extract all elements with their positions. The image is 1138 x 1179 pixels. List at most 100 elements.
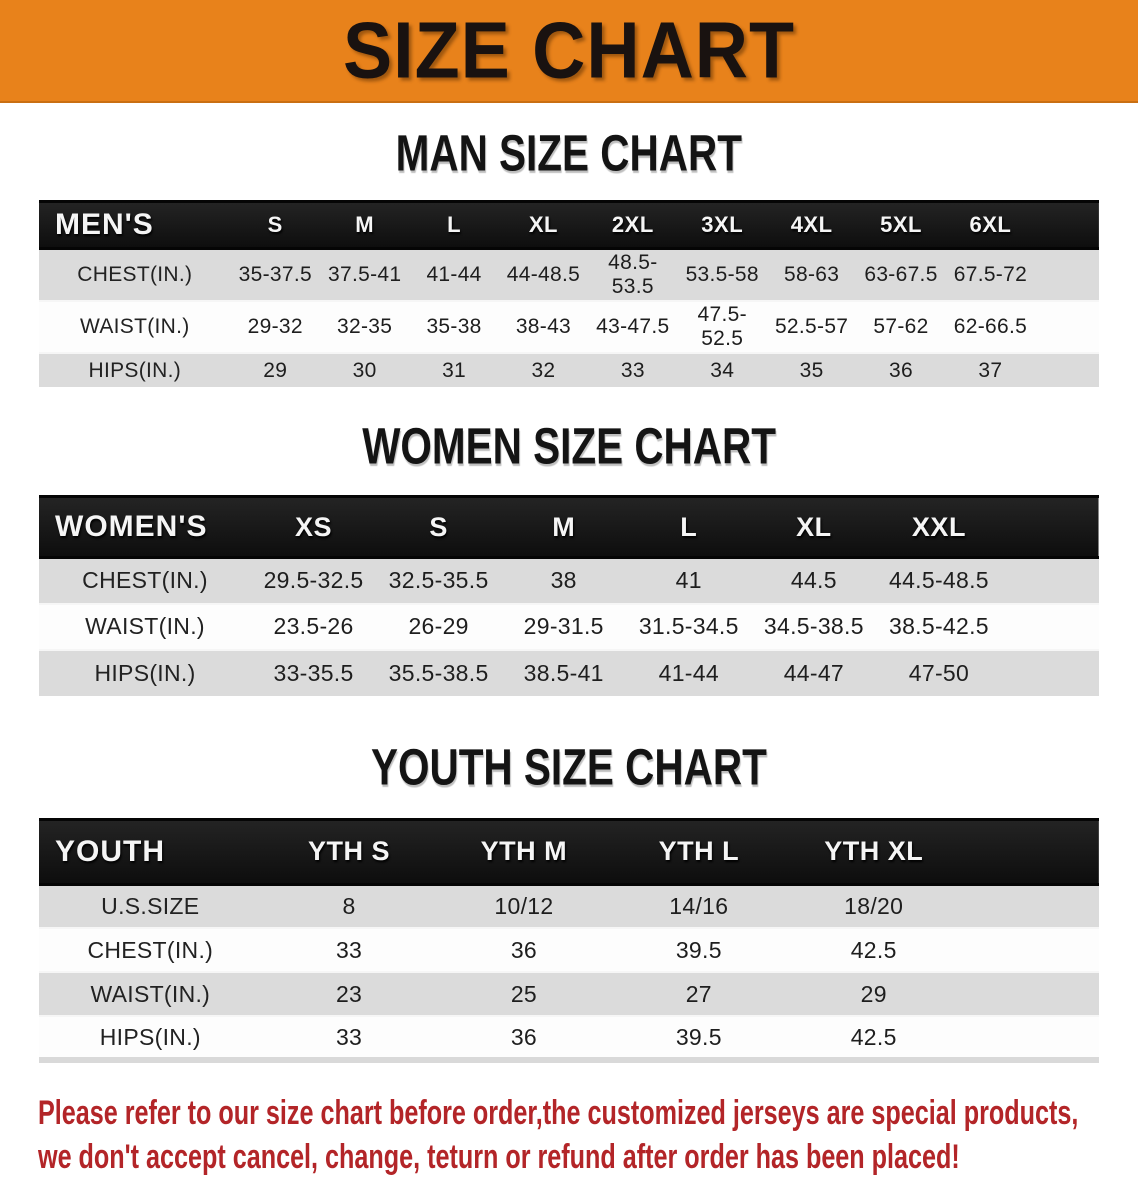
row-label: CHEST(IN.)	[82, 567, 208, 594]
cell-value: 38.5-42.5	[888, 613, 989, 639]
row-label: HIPS(IN.)	[88, 358, 182, 382]
size-table: MEN'S S M L XL 2XL 3XL 4XL 5XL 6XL CHEST(IN.) 35-3…	[39, 200, 1099, 387]
cell-value: 35-37.5	[238, 263, 312, 286]
section-heading: YOUTH SIZE CHART	[371, 737, 767, 796]
cell-value: 32	[531, 358, 556, 382]
cell-value: 29	[263, 358, 288, 382]
column-header: 3XL	[677, 200, 767, 250]
cell-value: 41	[675, 567, 702, 594]
cell-value: 30	[352, 358, 377, 382]
header-spacer	[1035, 200, 1099, 250]
cell-value: 58-63	[784, 263, 840, 286]
cell-value: 44.5	[790, 567, 837, 594]
column-header: S	[376, 495, 502, 559]
column-header: 2XL	[588, 200, 678, 250]
table-row: HIPS(IN.) 33 36 39.5 42.5	[39, 1016, 1099, 1060]
cell-value: 33	[620, 358, 645, 382]
row-label: WAIST(IN.)	[90, 980, 211, 1007]
table-header-row: MEN'S S M L XL 2XL 3XL 4XL 5XL 6XL	[39, 200, 1099, 250]
column-header: YTH XL	[786, 817, 962, 886]
cell-value: 33	[335, 1023, 363, 1050]
cell-value: 31	[442, 358, 467, 382]
table-row: CHEST(IN.) 35-37.5 37.5-41 41-44 44-48.5 48.5…	[39, 248, 1099, 301]
column-header: YTH S	[261, 817, 437, 886]
column-header: XL	[498, 200, 589, 250]
table-header-row: YOUTH YTH S YTH M YTH L YTH XL	[39, 817, 1099, 886]
cell-value: 29	[860, 980, 887, 1007]
table-row: WAIST(IN.) 29-32 32-35 35-38 38-43 43-47.5 47.…	[39, 301, 1099, 353]
column-header: L	[626, 495, 752, 559]
table-group-label: YOUTH	[39, 817, 262, 886]
cell-value: 62-66.5	[953, 315, 1028, 338]
cell-value: 23.5-26	[273, 613, 354, 639]
cell-value: 63-67.5	[864, 263, 938, 286]
cell-value: 48.5-53.5	[608, 251, 658, 298]
table-row: CHEST(IN.) 29.5-32.5 32.5-35.5 38 41 44.5 44.5…	[39, 557, 1099, 604]
disclaimer: Please refer to our size chart before or…	[0, 1091, 1138, 1179]
cell-value: 38	[550, 567, 577, 594]
size-chart-section: MAN SIZE CHART MEN'S S M L XL 2XL 3XL 4XL 5XL 6XL…	[0, 124, 1138, 387]
table-header-row: WOMEN'S XS S M L XL XXL	[39, 495, 1099, 559]
row-spacer	[1001, 558, 1099, 604]
cell-value: 42.5	[850, 936, 897, 963]
cell-value: 53.5-58	[685, 263, 759, 286]
cell-value: 42.5	[850, 1023, 897, 1050]
cell-value: 57-62	[873, 315, 929, 338]
column-header: YTH M	[436, 817, 612, 886]
cell-value: 29.5-32.5	[263, 567, 364, 594]
row-spacer	[961, 928, 1099, 972]
table-row: WAIST(IN.) 23 25 27 29	[39, 972, 1099, 1016]
row-spacer	[961, 972, 1099, 1016]
cell-value: 14/16	[669, 892, 729, 919]
row-label: WAIST(IN.)	[80, 315, 190, 338]
size-chart-section: WOMEN SIZE CHART WOMEN'S XS S M L XL XXL CHEST…	[0, 417, 1138, 696]
row-spacer	[1001, 604, 1099, 650]
cell-value: 32.5-35.5	[388, 567, 489, 594]
disclaimer-line2: we don't accept cancel, change, teturn o…	[38, 1138, 960, 1176]
disclaimer-line1: Please refer to our size chart before or…	[38, 1094, 1079, 1132]
cell-value: 35-38	[426, 315, 482, 338]
cell-value: 44.5-48.5	[888, 567, 989, 594]
table-row: U.S.SIZE 8 10/12 14/16 18/20	[39, 884, 1099, 928]
column-header: M	[319, 200, 410, 250]
cell-value: 33	[335, 936, 363, 963]
cell-value: 52.5-57	[774, 315, 849, 338]
cell-value: 29-32	[247, 315, 303, 338]
table-row: WAIST(IN.) 23.5-26 26-29 29-31.5 31.5-34.5 34…	[39, 603, 1099, 650]
column-header: 6XL	[945, 200, 1036, 250]
row-spacer	[1035, 353, 1099, 387]
cell-value: 37.5-41	[328, 263, 402, 286]
row-label: HIPS(IN.)	[99, 1023, 201, 1050]
cell-value: 41-44	[426, 263, 482, 286]
cell-value: 39.5	[675, 1023, 722, 1050]
column-header: M	[501, 495, 627, 559]
banner: SIZE CHART	[0, 0, 1138, 103]
header-spacer	[961, 817, 1099, 886]
table-group-label: WOMEN'S	[39, 495, 251, 559]
size-table: YOUTH YTH S YTH M YTH L YTH XL U.S.SIZE 8 10/1…	[39, 817, 1099, 1063]
column-header: L	[409, 200, 499, 250]
cell-value: 8	[342, 892, 356, 919]
row-label: U.S.SIZE	[101, 892, 200, 919]
column-header: 5XL	[856, 200, 946, 250]
column-header: 4XL	[766, 200, 857, 250]
size-table: WOMEN'S XS S M L XL XXL CHEST(IN.) 29.5-32.5 32.…	[39, 495, 1099, 696]
cell-value: 47.5-52.5	[697, 303, 747, 350]
section-heading: MAN SIZE CHART	[395, 124, 743, 182]
column-header: YTH L	[611, 817, 787, 886]
cell-value: 36	[889, 358, 913, 382]
column-header: XXL	[876, 495, 1002, 559]
cell-value: 41-44	[658, 659, 719, 686]
row-label: WAIST(IN.)	[85, 613, 205, 639]
row-spacer	[961, 1016, 1099, 1060]
cell-value: 31.5-34.5	[638, 613, 739, 639]
cell-value: 38.5-41	[523, 659, 604, 686]
table-row: CHEST(IN.) 33 36 39.5 42.5	[39, 928, 1099, 972]
cell-value: 44-48.5	[506, 263, 581, 286]
cell-value: 34.5-38.5	[763, 613, 864, 639]
cell-value: 38-43	[515, 315, 572, 338]
column-header: XL	[751, 495, 877, 559]
cell-value: 32-35	[337, 315, 393, 338]
cell-value: 35.5-38.5	[388, 659, 489, 686]
section-heading: WOMEN SIZE CHART	[362, 417, 776, 475]
